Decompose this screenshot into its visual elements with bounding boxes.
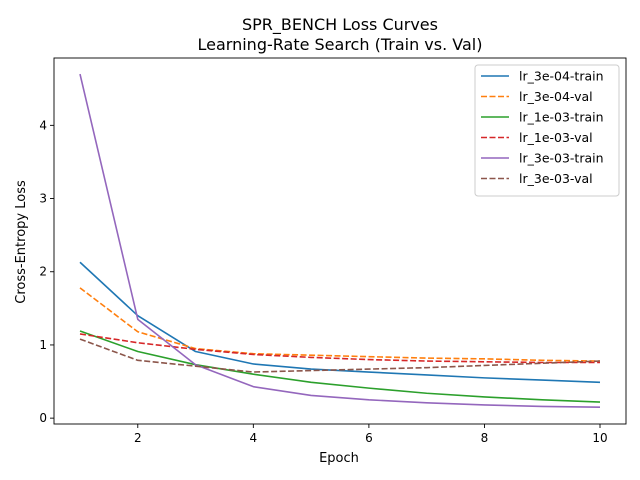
legend-box: [474, 64, 620, 197]
legend-label-lr_3e-03-val: lr_3e-03-val: [519, 171, 593, 186]
legend-label-lr_3e-04-val: lr_3e-04-val: [519, 89, 593, 104]
x-tick-label-2: 2: [134, 431, 142, 445]
chart-title: SPR_BENCH Loss Curves: [242, 15, 438, 35]
y-tick-label-3: 3: [39, 192, 47, 206]
series-line-lr_3e-04-val: [79, 287, 601, 362]
series-line-lr_3e-03-val: [79, 338, 601, 373]
y-tick-label-4: 4: [39, 118, 47, 132]
y-axis-label: Cross-Entropy Loss: [14, 180, 29, 304]
y-tick-label-1: 1: [39, 338, 47, 352]
chart-subtitle: Learning-Rate Search (Train vs. Val): [198, 35, 483, 54]
x-tick-label-10: 10: [592, 431, 607, 445]
series-group: [79, 73, 601, 408]
axes-frame: [53, 57, 627, 425]
series-line-lr_1e-03-val: [79, 333, 600, 364]
series-line-lr_1e-03-train: [79, 330, 601, 403]
series-line-lr_3e-03-train: [79, 73, 601, 408]
legend-label-lr_1e-03-val: lr_1e-03-val: [519, 130, 593, 145]
y-tick-label-0: 0: [39, 411, 47, 425]
legend-label-lr_1e-03-train: lr_1e-03-train: [519, 110, 604, 125]
y-tick-label-2: 2: [39, 265, 47, 279]
x-tick-label-4: 4: [250, 431, 258, 445]
legend: lr_3e-04-train lr_3e-04-val lr_1e-03-train…: [474, 64, 620, 197]
legend-label-lr_3e-03-train: lr_3e-03-train: [519, 151, 604, 166]
x-tick-label-8: 8: [481, 431, 489, 445]
x-tick-label-6: 6: [365, 431, 373, 445]
legend-label-lr_3e-04-train: lr_3e-04-train: [519, 69, 604, 84]
plot-area: 2 4 6 8 10 0 1 2 3 4: [39, 57, 627, 445]
x-axis-label: Epoch: [319, 451, 359, 466]
